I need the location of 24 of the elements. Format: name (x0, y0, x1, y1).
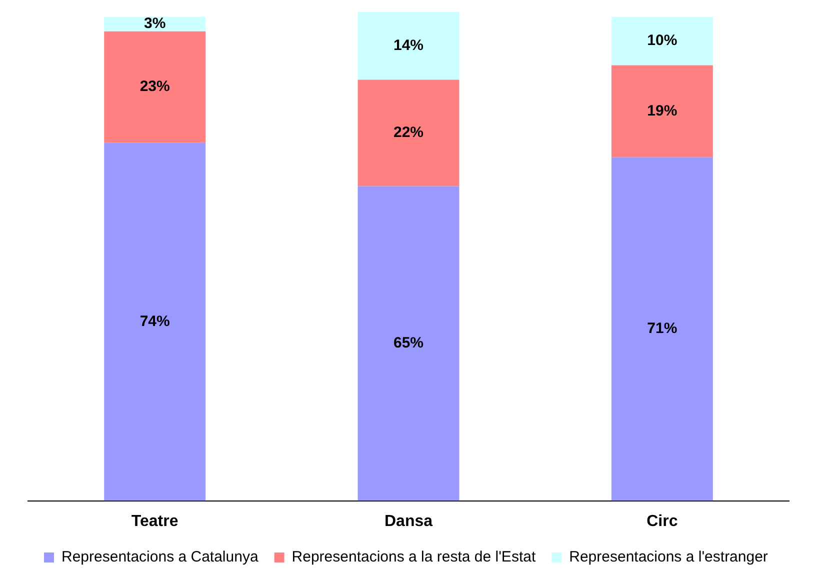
bar (358, 12, 460, 80)
data-label: 3% (144, 14, 166, 32)
data-label: 23% (140, 78, 170, 96)
bar (358, 186, 460, 501)
bar (104, 142, 206, 501)
bar (358, 80, 460, 186)
legend-label: Representacions a Catalunya (62, 548, 259, 566)
bar (104, 31, 206, 143)
bar (104, 16, 206, 32)
x-tick-label: Circ (646, 512, 678, 530)
data-label: 22% (393, 124, 424, 142)
legend-label: Representacions a l'estranger (569, 548, 768, 566)
data-label: 74% (140, 312, 170, 330)
x-tick-label: Dansa (384, 512, 433, 530)
bar (611, 65, 713, 158)
bar (611, 16, 713, 66)
data-label: 14% (393, 37, 424, 54)
data-label: 71% (647, 320, 678, 338)
legend-label: Representacions a la resta de l'Estat (292, 548, 536, 566)
data-label: 10% (647, 32, 678, 50)
data-label: 65% (393, 334, 424, 352)
data-label: 19% (647, 102, 678, 120)
x-tick-label: Teatre (131, 512, 178, 530)
bar (611, 157, 713, 501)
